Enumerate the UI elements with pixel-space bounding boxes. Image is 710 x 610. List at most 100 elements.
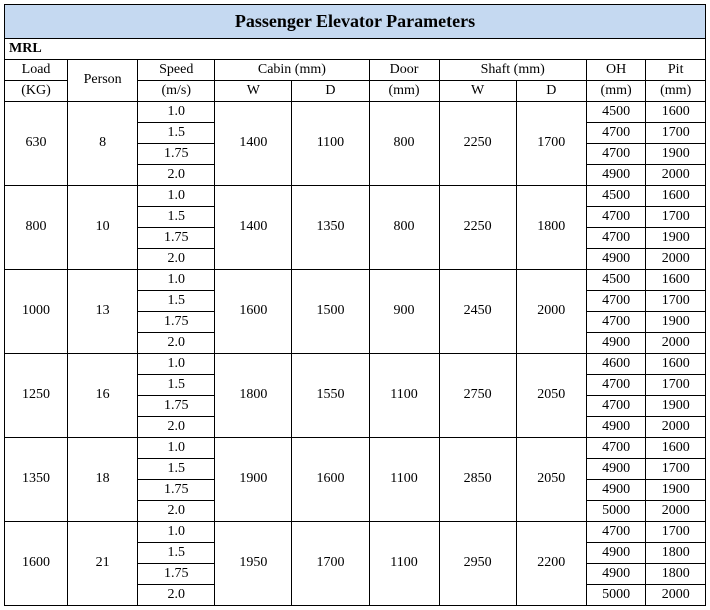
- cell-pit: 1900: [646, 144, 706, 165]
- cell-door: 1100: [369, 438, 439, 522]
- cell-person: 16: [68, 354, 138, 438]
- col-cabin-w: W: [215, 81, 292, 102]
- cell-shaft-w: 2250: [439, 186, 516, 270]
- cell-pit: 1900: [646, 228, 706, 249]
- table-header: Load Person Speed Cabin (mm) Door Shaft …: [5, 60, 706, 102]
- cell-oh: 4700: [586, 312, 646, 333]
- cell-oh: 4900: [586, 417, 646, 438]
- cell-pit: 2000: [646, 165, 706, 186]
- col-shaft-d: D: [516, 81, 586, 102]
- col-oh-label: OH: [586, 60, 646, 81]
- cell-speed: 1.5: [138, 459, 215, 480]
- cell-oh: 4700: [586, 228, 646, 249]
- cell-oh: 4700: [586, 396, 646, 417]
- cell-load: 1350: [5, 438, 68, 522]
- cell-load: 1250: [5, 354, 68, 438]
- cell-shaft-w: 2950: [439, 522, 516, 606]
- section-label: MRL: [4, 39, 706, 59]
- cell-oh: 4700: [586, 375, 646, 396]
- cell-oh: 4500: [586, 270, 646, 291]
- cell-speed: 1.5: [138, 207, 215, 228]
- col-person-label: Person: [68, 60, 138, 102]
- cell-shaft-d: 2200: [516, 522, 586, 606]
- table-row: 800101.0140013508002250180045001600: [5, 186, 706, 207]
- cell-pit: 1900: [646, 396, 706, 417]
- cell-load: 630: [5, 102, 68, 186]
- cell-cabin-d: 1350: [292, 186, 369, 270]
- cell-cabin-d: 1500: [292, 270, 369, 354]
- cell-cabin-w: 1400: [215, 102, 292, 186]
- cell-oh: 4500: [586, 186, 646, 207]
- cell-pit: 1600: [646, 186, 706, 207]
- cell-pit: 1900: [646, 312, 706, 333]
- cell-pit: 1600: [646, 354, 706, 375]
- cell-load: 1000: [5, 270, 68, 354]
- cell-speed: 1.0: [138, 354, 215, 375]
- cell-speed: 1.75: [138, 228, 215, 249]
- cell-pit: 2000: [646, 249, 706, 270]
- table-row: 1000131.0160015009002450200045001600: [5, 270, 706, 291]
- cell-oh: 4900: [586, 165, 646, 186]
- cell-shaft-d: 2050: [516, 438, 586, 522]
- cell-oh: 4700: [586, 438, 646, 459]
- col-load-label: Load: [5, 60, 68, 81]
- col-shaft-label: Shaft (mm): [439, 60, 586, 81]
- cell-speed: 1.0: [138, 522, 215, 543]
- cell-cabin-w: 1800: [215, 354, 292, 438]
- col-speed-label: Speed: [138, 60, 215, 81]
- cell-oh: 4900: [586, 480, 646, 501]
- cell-speed: 1.5: [138, 291, 215, 312]
- cell-pit: 2000: [646, 585, 706, 606]
- cell-oh: 4700: [586, 207, 646, 228]
- cell-pit: 1600: [646, 270, 706, 291]
- cell-shaft-w: 2850: [439, 438, 516, 522]
- cell-cabin-w: 1600: [215, 270, 292, 354]
- cell-speed: 1.75: [138, 480, 215, 501]
- cell-speed: 1.5: [138, 123, 215, 144]
- cell-oh: 5000: [586, 501, 646, 522]
- cell-oh: 4600: [586, 354, 646, 375]
- page-title: Passenger Elevator Parameters: [4, 4, 706, 39]
- table-body: 63081.01400110080022501700450016001.5470…: [5, 102, 706, 606]
- cell-door: 1100: [369, 354, 439, 438]
- cell-speed: 1.5: [138, 543, 215, 564]
- cell-shaft-d: 2050: [516, 354, 586, 438]
- col-cabin-label: Cabin (mm): [215, 60, 369, 81]
- cell-pit: 1700: [646, 375, 706, 396]
- cell-oh: 4700: [586, 522, 646, 543]
- cell-person: 21: [68, 522, 138, 606]
- col-cabin-d: D: [292, 81, 369, 102]
- cell-oh: 4700: [586, 123, 646, 144]
- cell-speed: 2.0: [138, 165, 215, 186]
- cell-shaft-w: 2250: [439, 102, 516, 186]
- cell-pit: 2000: [646, 333, 706, 354]
- cell-shaft-d: 2000: [516, 270, 586, 354]
- cell-speed: 1.0: [138, 438, 215, 459]
- cell-person: 13: [68, 270, 138, 354]
- cell-load: 800: [5, 186, 68, 270]
- cell-pit: 1900: [646, 480, 706, 501]
- cell-speed: 1.0: [138, 102, 215, 123]
- col-load-unit: (KG): [5, 81, 68, 102]
- cell-pit: 1800: [646, 564, 706, 585]
- table-row: 1600211.01950170011002950220047001700: [5, 522, 706, 543]
- cell-oh: 5000: [586, 585, 646, 606]
- cell-pit: 1700: [646, 522, 706, 543]
- cell-pit: 1700: [646, 291, 706, 312]
- col-speed-unit: (m/s): [138, 81, 215, 102]
- col-pit-label: Pit: [646, 60, 706, 81]
- cell-pit: 2000: [646, 501, 706, 522]
- cell-speed: 1.75: [138, 396, 215, 417]
- col-door-label: Door: [369, 60, 439, 81]
- cell-load: 1600: [5, 522, 68, 606]
- cell-pit: 1700: [646, 123, 706, 144]
- cell-cabin-w: 1400: [215, 186, 292, 270]
- cell-cabin-d: 1600: [292, 438, 369, 522]
- cell-door: 800: [369, 102, 439, 186]
- col-door-unit: (mm): [369, 81, 439, 102]
- col-shaft-w: W: [439, 81, 516, 102]
- table-row: 1250161.01800155011002750205046001600: [5, 354, 706, 375]
- cell-speed: 1.75: [138, 312, 215, 333]
- cell-pit: 1600: [646, 102, 706, 123]
- col-pit-unit: (mm): [646, 81, 706, 102]
